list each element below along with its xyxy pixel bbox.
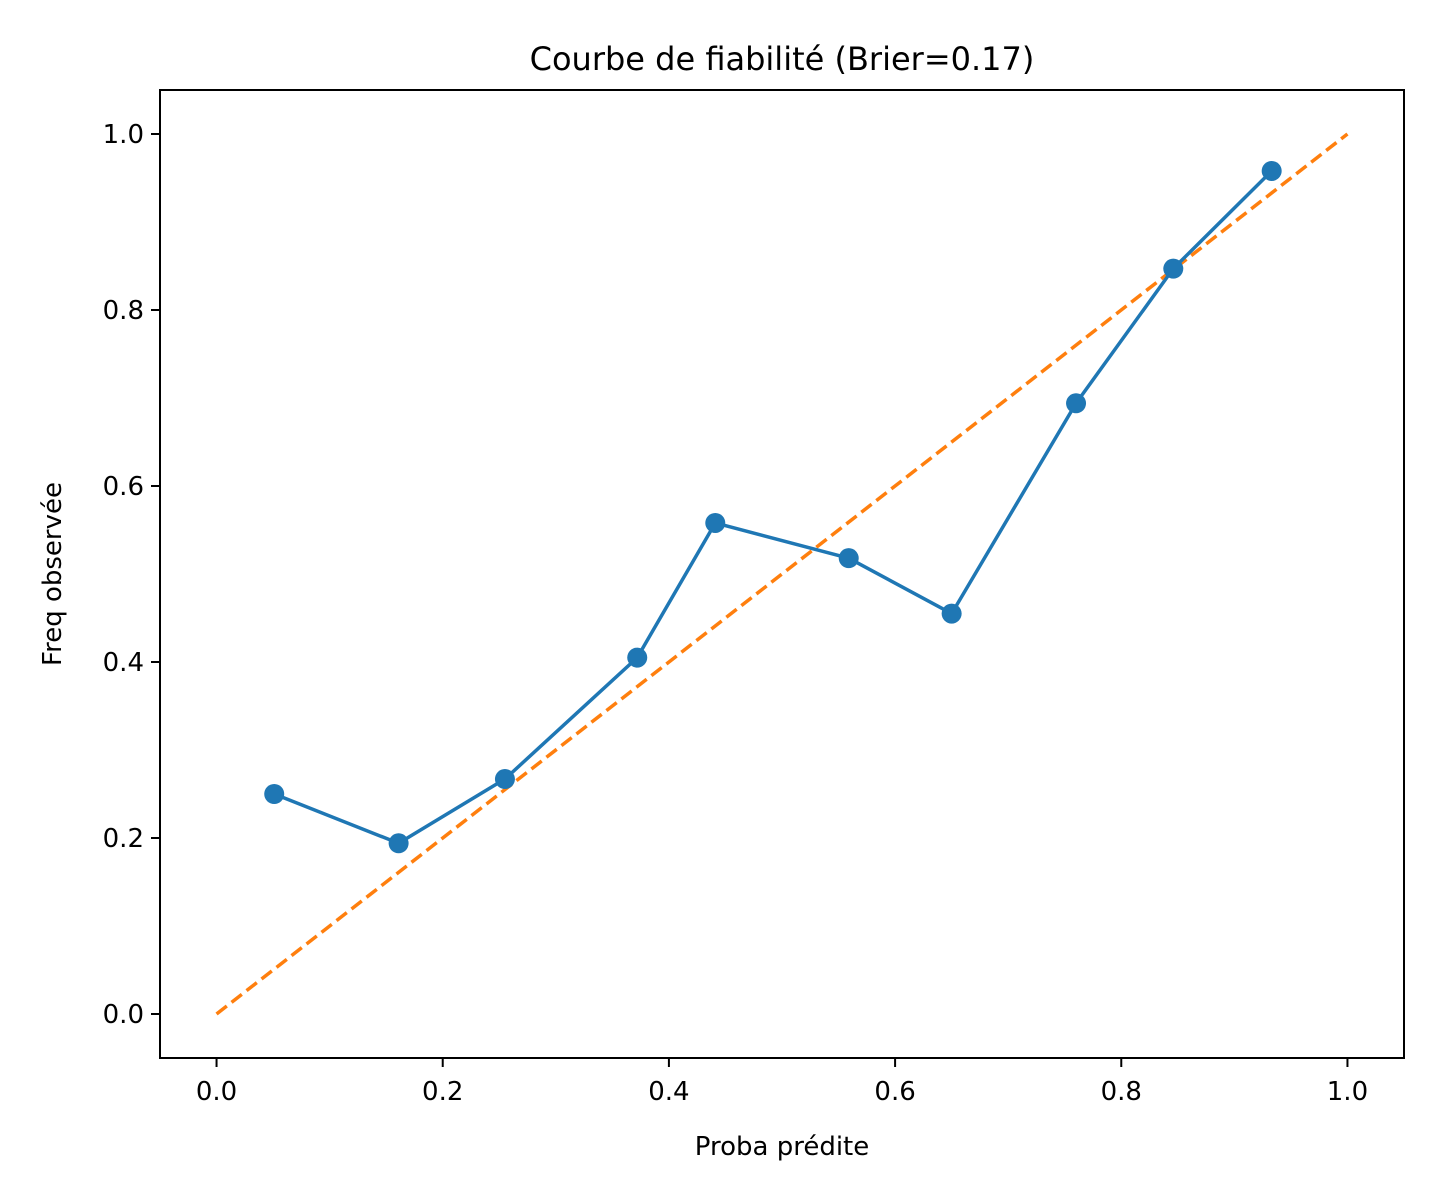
y-tick-label: 0.8 [103, 296, 144, 326]
calibration-point [1066, 393, 1087, 414]
y-axis-label: Freq observée [38, 482, 68, 666]
y-tick-label: 1.0 [103, 120, 144, 150]
calibration-point [705, 512, 726, 533]
calibration-series-line [273, 169, 1273, 846]
diagonal-reference-line [215, 132, 1349, 1016]
y-tick-label: 0.6 [103, 472, 144, 502]
calibration-point [264, 784, 285, 804]
x-tick-label: 0.0 [196, 1077, 237, 1107]
x-tick-label: 0.4 [648, 1077, 689, 1107]
plot-area: 0.0 0.2 0.4 0.6 0.8 1.0 0.0 0.2 0.4 0.6 0.8 1.0 [103, 89, 1405, 1107]
axes-frame [159, 89, 1405, 1059]
y-tick-label: 0.0 [103, 1000, 144, 1030]
y-tick-label: 0.2 [103, 824, 144, 854]
y-tick-label: 0.4 [103, 648, 144, 678]
x-tick-label: 1.0 [1327, 1077, 1368, 1107]
calibration-point [1163, 258, 1184, 279]
x-tick-label: 0.8 [1101, 1077, 1142, 1107]
x-tick-label: 0.6 [874, 1077, 915, 1107]
calibration-point [838, 548, 859, 569]
calibration-point [494, 769, 515, 790]
calibration-point [388, 833, 409, 854]
calibration-point [1261, 160, 1282, 181]
chart-title: Courbe de fiabilité (Brier=0.17) [530, 40, 1035, 78]
calibration-point [941, 603, 962, 624]
calibration-point [627, 647, 648, 668]
x-axis-label: Proba prédite [695, 1132, 869, 1162]
x-tick-label: 0.2 [422, 1077, 463, 1107]
